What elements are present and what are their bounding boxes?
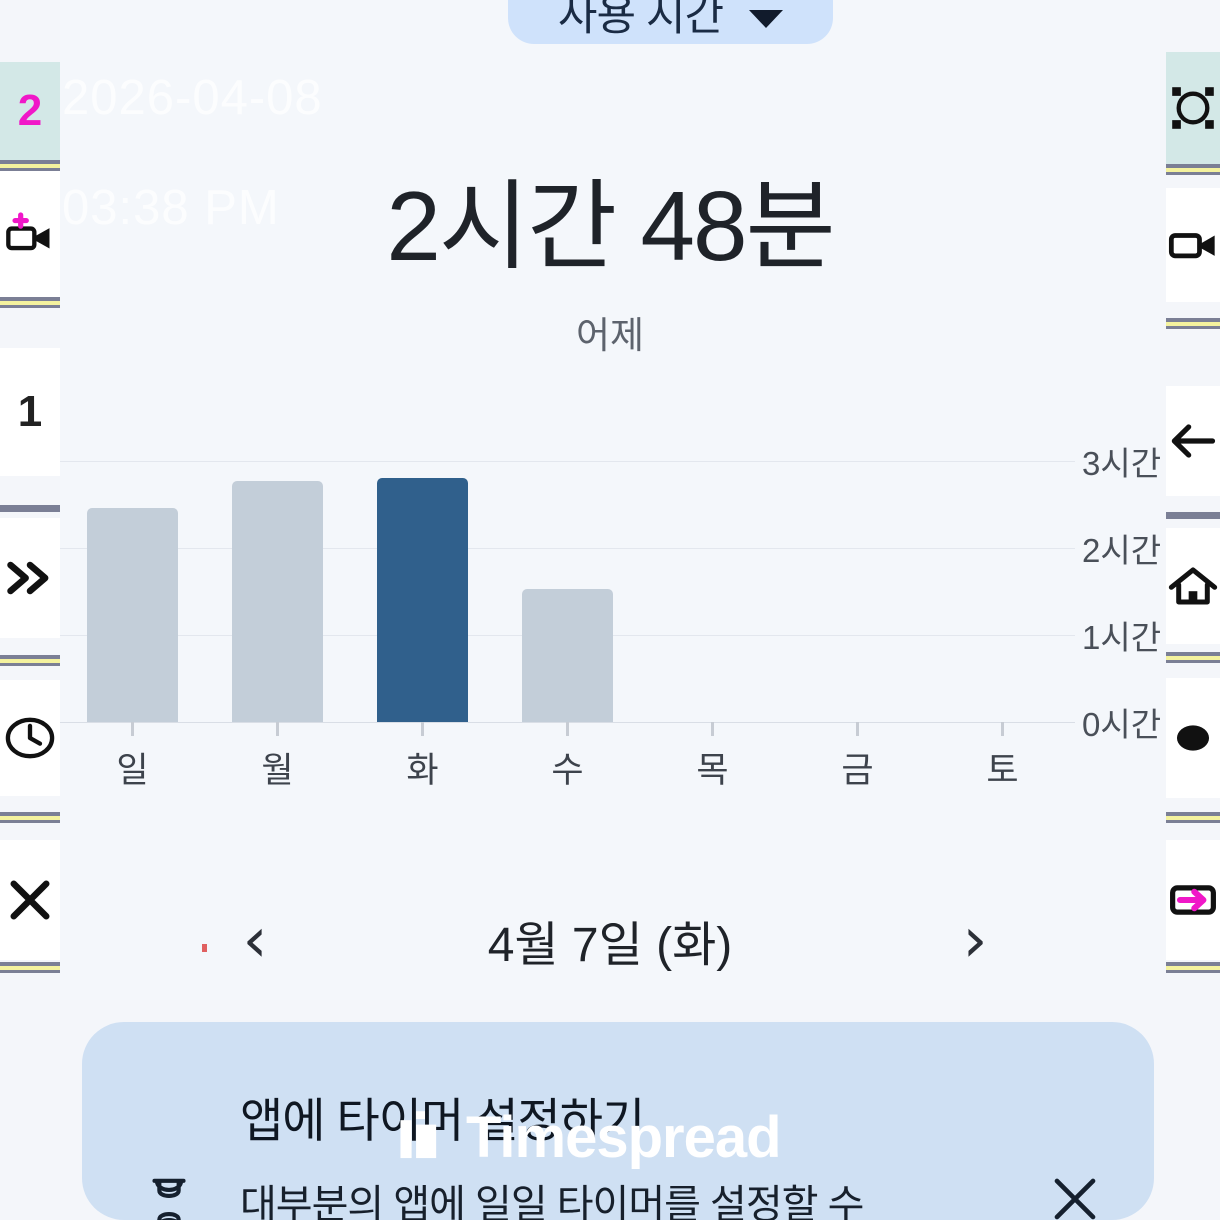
usage-metric-label: 사용 시간 [557, 0, 724, 40]
watermark-brand: Timespread [398, 1104, 782, 1171]
current-date-label: 4월 7일 (화) [487, 919, 733, 972]
next-day-button[interactable]: › [962, 903, 988, 976]
sidebar-item-home[interactable] [1166, 528, 1220, 644]
clock-icon [5, 717, 55, 759]
timespread-logo-icon [400, 1110, 437, 1158]
chart-x-tick-label: 일 [116, 751, 149, 790]
toolbar-divider [1166, 812, 1220, 823]
sidebar-item-select-transform[interactable] [1166, 52, 1220, 164]
toolbar-divider [1166, 512, 1220, 522]
chart-gridline [60, 460, 1075, 462]
sidebar-item-video[interactable] [1166, 188, 1220, 302]
close-icon[interactable] [1048, 1172, 1102, 1220]
chart-x-tick-label: 금 [841, 751, 874, 790]
chart-bar[interactable] [522, 588, 613, 722]
chart-x-tick [131, 722, 134, 736]
watermark-brand-text: Timespread [466, 1105, 782, 1170]
prev-day-button[interactable]: ‹ [242, 903, 268, 976]
usage-metric-dropdown[interactable]: 사용 시간 [508, 0, 833, 44]
chart-y-tick-label: 0시간 [1082, 706, 1162, 743]
left-toolbar: 2 1 [0, 0, 60, 1220]
toolbar-divider [0, 655, 60, 666]
toolbar-divider [0, 297, 60, 308]
total-usage-time: 2시간 48분 [386, 171, 835, 281]
chart-x-tick [711, 722, 714, 736]
card-title: 앱에 타이머 설정하기 [240, 1094, 645, 1147]
chart-bar[interactable] [232, 481, 323, 722]
sidebar-item-badge-two[interactable]: 2 [0, 62, 60, 160]
sidebar-item-exit[interactable] [1166, 840, 1220, 960]
toolbar-divider [1166, 652, 1220, 663]
sidebar-item-back[interactable] [1166, 386, 1220, 496]
chart-x-tick [1001, 722, 1004, 736]
chart-x-tick [421, 722, 424, 736]
sidebar-item-badge-one[interactable]: 1 [0, 348, 60, 476]
back-arrow-icon [1171, 424, 1216, 458]
cursor-marker [202, 944, 207, 952]
hourglass-icon [152, 1178, 186, 1220]
sidebar-item-fast-forward[interactable] [0, 518, 60, 638]
watermark-time: 03:38 PM [62, 181, 280, 235]
chart-bar[interactable] [87, 508, 178, 722]
badge-one-label: 1 [17, 387, 43, 436]
toolbar-divider [0, 160, 60, 171]
chart-x-tick [856, 722, 859, 736]
select-transform-icon [1172, 87, 1214, 129]
exit-arrow-icon [1170, 885, 1216, 915]
chart-x-tick-label: 화 [406, 751, 439, 790]
chart-x-tick-label: 수 [551, 751, 584, 790]
right-toolbar [1160, 0, 1220, 1220]
toolbar-divider [1166, 164, 1220, 175]
fast-forward-icon [7, 561, 49, 595]
sidebar-item-clock[interactable] [0, 680, 60, 796]
chart-y-tick-label: 3시간 [1082, 444, 1162, 482]
date-navigation: ‹ 4월 7일 (화) › [60, 885, 1160, 995]
chart-y-tick-label: 1시간 [1082, 618, 1162, 656]
timer-suggestion-card[interactable]: 앱에 타이머 설정하기 대부분의 앱에 일일 타이머를 설정할 수 [82, 1022, 1154, 1220]
chart-gridline [60, 547, 1075, 549]
card-description: 대부분의 앱에 일일 타이머를 설정할 수 [240, 1183, 864, 1220]
badge-two-label: 2 [17, 86, 43, 135]
video-icon [1168, 233, 1215, 259]
chart-x-tick [566, 722, 569, 736]
usage-panel: 사용 시간 2시간 48분 어제 0시간 1시간 2시간 3시간 일 월 화 수 목 금 토 ‹ … [60, 0, 1162, 1000]
toolbar-divider [0, 812, 60, 823]
chart-x-tick-label: 월 [261, 751, 294, 790]
chart-x-tick-label: 토 [986, 751, 1019, 790]
toolbar-divider [0, 505, 60, 515]
sidebar-item-video-add[interactable] [0, 171, 60, 297]
toolbar-divider [1166, 318, 1220, 329]
record-dot-icon [1176, 725, 1210, 751]
toolbar-divider [0, 962, 60, 973]
home-icon [1168, 567, 1218, 605]
weekly-usage-chart: 0시간 1시간 2시간 3시간 일 월 화 수 목 금 토 [60, 430, 1162, 790]
close-icon [10, 880, 50, 920]
toolbar-divider [1166, 962, 1220, 973]
chart-x-tick [276, 722, 279, 736]
chevron-down-icon [749, 10, 784, 28]
chart-bar[interactable] [377, 477, 468, 722]
chart-plot-area [60, 430, 1075, 723]
sidebar-item-record[interactable] [1166, 678, 1220, 798]
usage-period-label: 어제 [575, 315, 645, 356]
watermark-date: 2026-04-08 [62, 71, 323, 125]
chart-y-tick-label: 2시간 [1082, 531, 1162, 569]
video-add-icon [6, 212, 50, 251]
chart-x-tick-label: 목 [696, 751, 729, 790]
sidebar-item-close[interactable] [0, 840, 60, 960]
